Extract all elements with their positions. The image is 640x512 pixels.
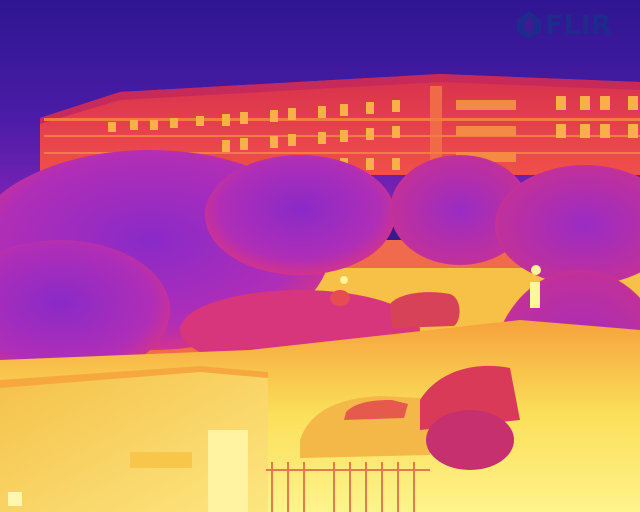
building-facade — [40, 74, 640, 196]
parked-cars — [300, 290, 520, 470]
hot-spots — [340, 265, 541, 308]
flir-flame-logo-icon — [517, 11, 541, 39]
flir-brand-text: FLIR — [545, 9, 612, 41]
fence — [266, 462, 430, 512]
foreground-building — [0, 366, 268, 512]
flir-logo: FLIR — [516, 8, 612, 42]
